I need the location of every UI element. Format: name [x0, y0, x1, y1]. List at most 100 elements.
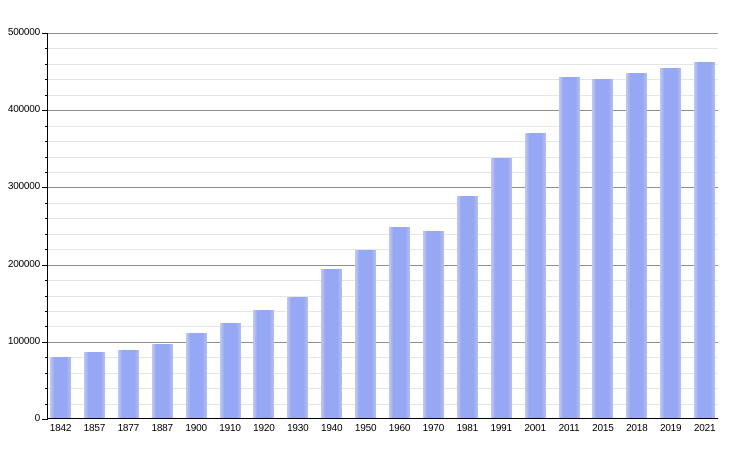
gridline-major [48, 187, 718, 189]
y-axis-minor-tick [45, 249, 48, 251]
x-axis-tick-label: 1842 [49, 423, 72, 434]
y-axis-minor-tick [45, 295, 48, 297]
gridline-minor [48, 63, 718, 65]
gridline-minor [48, 141, 718, 143]
gridline-major [48, 33, 718, 34]
gridline-minor [48, 125, 718, 127]
gridline-minor [48, 233, 718, 235]
y-axis-minor-tick [45, 125, 48, 127]
x-axis-tick-label: 1991 [490, 423, 512, 434]
x-axis-tick-label: 1960 [388, 423, 411, 434]
gridline-minor [48, 156, 718, 158]
gridline-major [48, 264, 718, 266]
bar-1857 [83, 351, 105, 419]
y-axis-minor-tick [45, 48, 48, 50]
bar-1920 [253, 310, 275, 419]
gridline-minor [48, 94, 718, 96]
y-axis-tick-label: 100000 [7, 335, 40, 347]
y-axis-minor-tick [45, 310, 48, 312]
bar-1877 [117, 349, 139, 419]
x-axis-tick-label: 1887 [151, 423, 173, 434]
gridline-minor [48, 403, 718, 405]
x-axis-tick-label: 1920 [253, 423, 275, 434]
y-axis-tick-label: 500000 [7, 27, 40, 38]
y-axis-minor-tick [45, 141, 48, 143]
y-axis-major-tick [42, 419, 48, 420]
y-axis-minor-tick [45, 403, 48, 405]
y-axis-line [47, 33, 48, 419]
y-axis-minor-tick [45, 372, 48, 374]
y-axis-major-tick [42, 187, 48, 189]
y-axis-minor-tick [45, 79, 48, 81]
y-axis-major-tick [42, 264, 48, 266]
x-axis-tick-label: 1940 [320, 423, 343, 434]
gridline-minor [48, 280, 718, 281]
bar-1842 [50, 357, 71, 419]
bar-1970 [422, 230, 444, 419]
x-axis-tick-label: 2018 [626, 423, 648, 434]
y-axis-tick-label: 0 [34, 413, 41, 424]
gridline-major [48, 110, 718, 112]
y-axis-minor-tick [45, 202, 48, 204]
x-axis-tick-label: 1910 [219, 423, 241, 434]
y-axis-major-tick [42, 110, 48, 112]
bar-2011 [558, 77, 580, 419]
y-axis-minor-tick [45, 172, 48, 173]
x-axis-tick-label: 2015 [592, 423, 614, 434]
x-axis-tick-label: 2021 [693, 423, 716, 434]
gridline-minor [48, 388, 718, 390]
gridline-minor [48, 295, 718, 297]
y-axis-minor-tick [45, 218, 48, 220]
x-axis-tick-label: 1981 [456, 423, 479, 434]
y-axis-minor-tick [45, 357, 48, 359]
y-axis-minor-tick [45, 63, 48, 65]
x-axis-tick-label: 1900 [185, 423, 207, 434]
y-axis-major-tick [42, 341, 48, 343]
gridline-minor [48, 48, 718, 50]
y-axis-tick-label: 200000 [7, 258, 40, 270]
x-axis-tick-label: 1950 [354, 423, 377, 434]
bar-1981 [456, 195, 478, 419]
y-axis-major-tick [42, 33, 48, 34]
gridline-minor [48, 249, 718, 251]
y-axis-minor-tick [45, 280, 48, 281]
bar-1930 [287, 297, 309, 419]
y-axis-minor-tick [45, 156, 48, 158]
bar-2018 [626, 73, 648, 419]
x-axis-tick-label: 1930 [287, 423, 309, 434]
bar-2015 [592, 78, 614, 419]
gridline-minor [48, 357, 718, 359]
gridline-minor [48, 172, 718, 173]
x-axis-tick-label: 1857 [83, 423, 106, 434]
x-axis-tick-label: 2011 [558, 423, 580, 434]
x-axis-line [47, 418, 718, 419]
bar-2019 [660, 67, 682, 419]
bar-1900 [185, 333, 207, 419]
y-axis-minor-tick [45, 326, 48, 328]
plot-area [48, 33, 718, 419]
y-axis-minor-tick [45, 94, 48, 96]
bar-1887 [151, 344, 173, 419]
x-axis-tick-label: 1970 [422, 423, 445, 434]
gridline-minor [48, 310, 718, 312]
gridline-minor [48, 372, 718, 374]
y-axis-minor-tick [45, 233, 48, 235]
bar-2021 [694, 62, 716, 419]
gridline-minor [48, 218, 718, 220]
bar-1940 [321, 268, 343, 419]
gridline-minor [48, 202, 718, 204]
x-axis-tick-label: 2001 [524, 423, 546, 434]
bar-1960 [389, 226, 410, 419]
bar-1991 [490, 158, 512, 419]
bar-1950 [355, 249, 377, 419]
bar-2001 [524, 132, 546, 419]
y-axis-tick-label: 400000 [7, 104, 40, 116]
x-axis-tick-label: 1877 [117, 423, 140, 434]
x-axis-tick-label: 2019 [659, 423, 682, 434]
y-axis-minor-tick [45, 388, 48, 390]
gridline-minor [48, 79, 718, 81]
gridline-minor [48, 326, 718, 328]
bar-1910 [219, 322, 241, 419]
y-axis-tick-label: 300000 [7, 181, 40, 193]
